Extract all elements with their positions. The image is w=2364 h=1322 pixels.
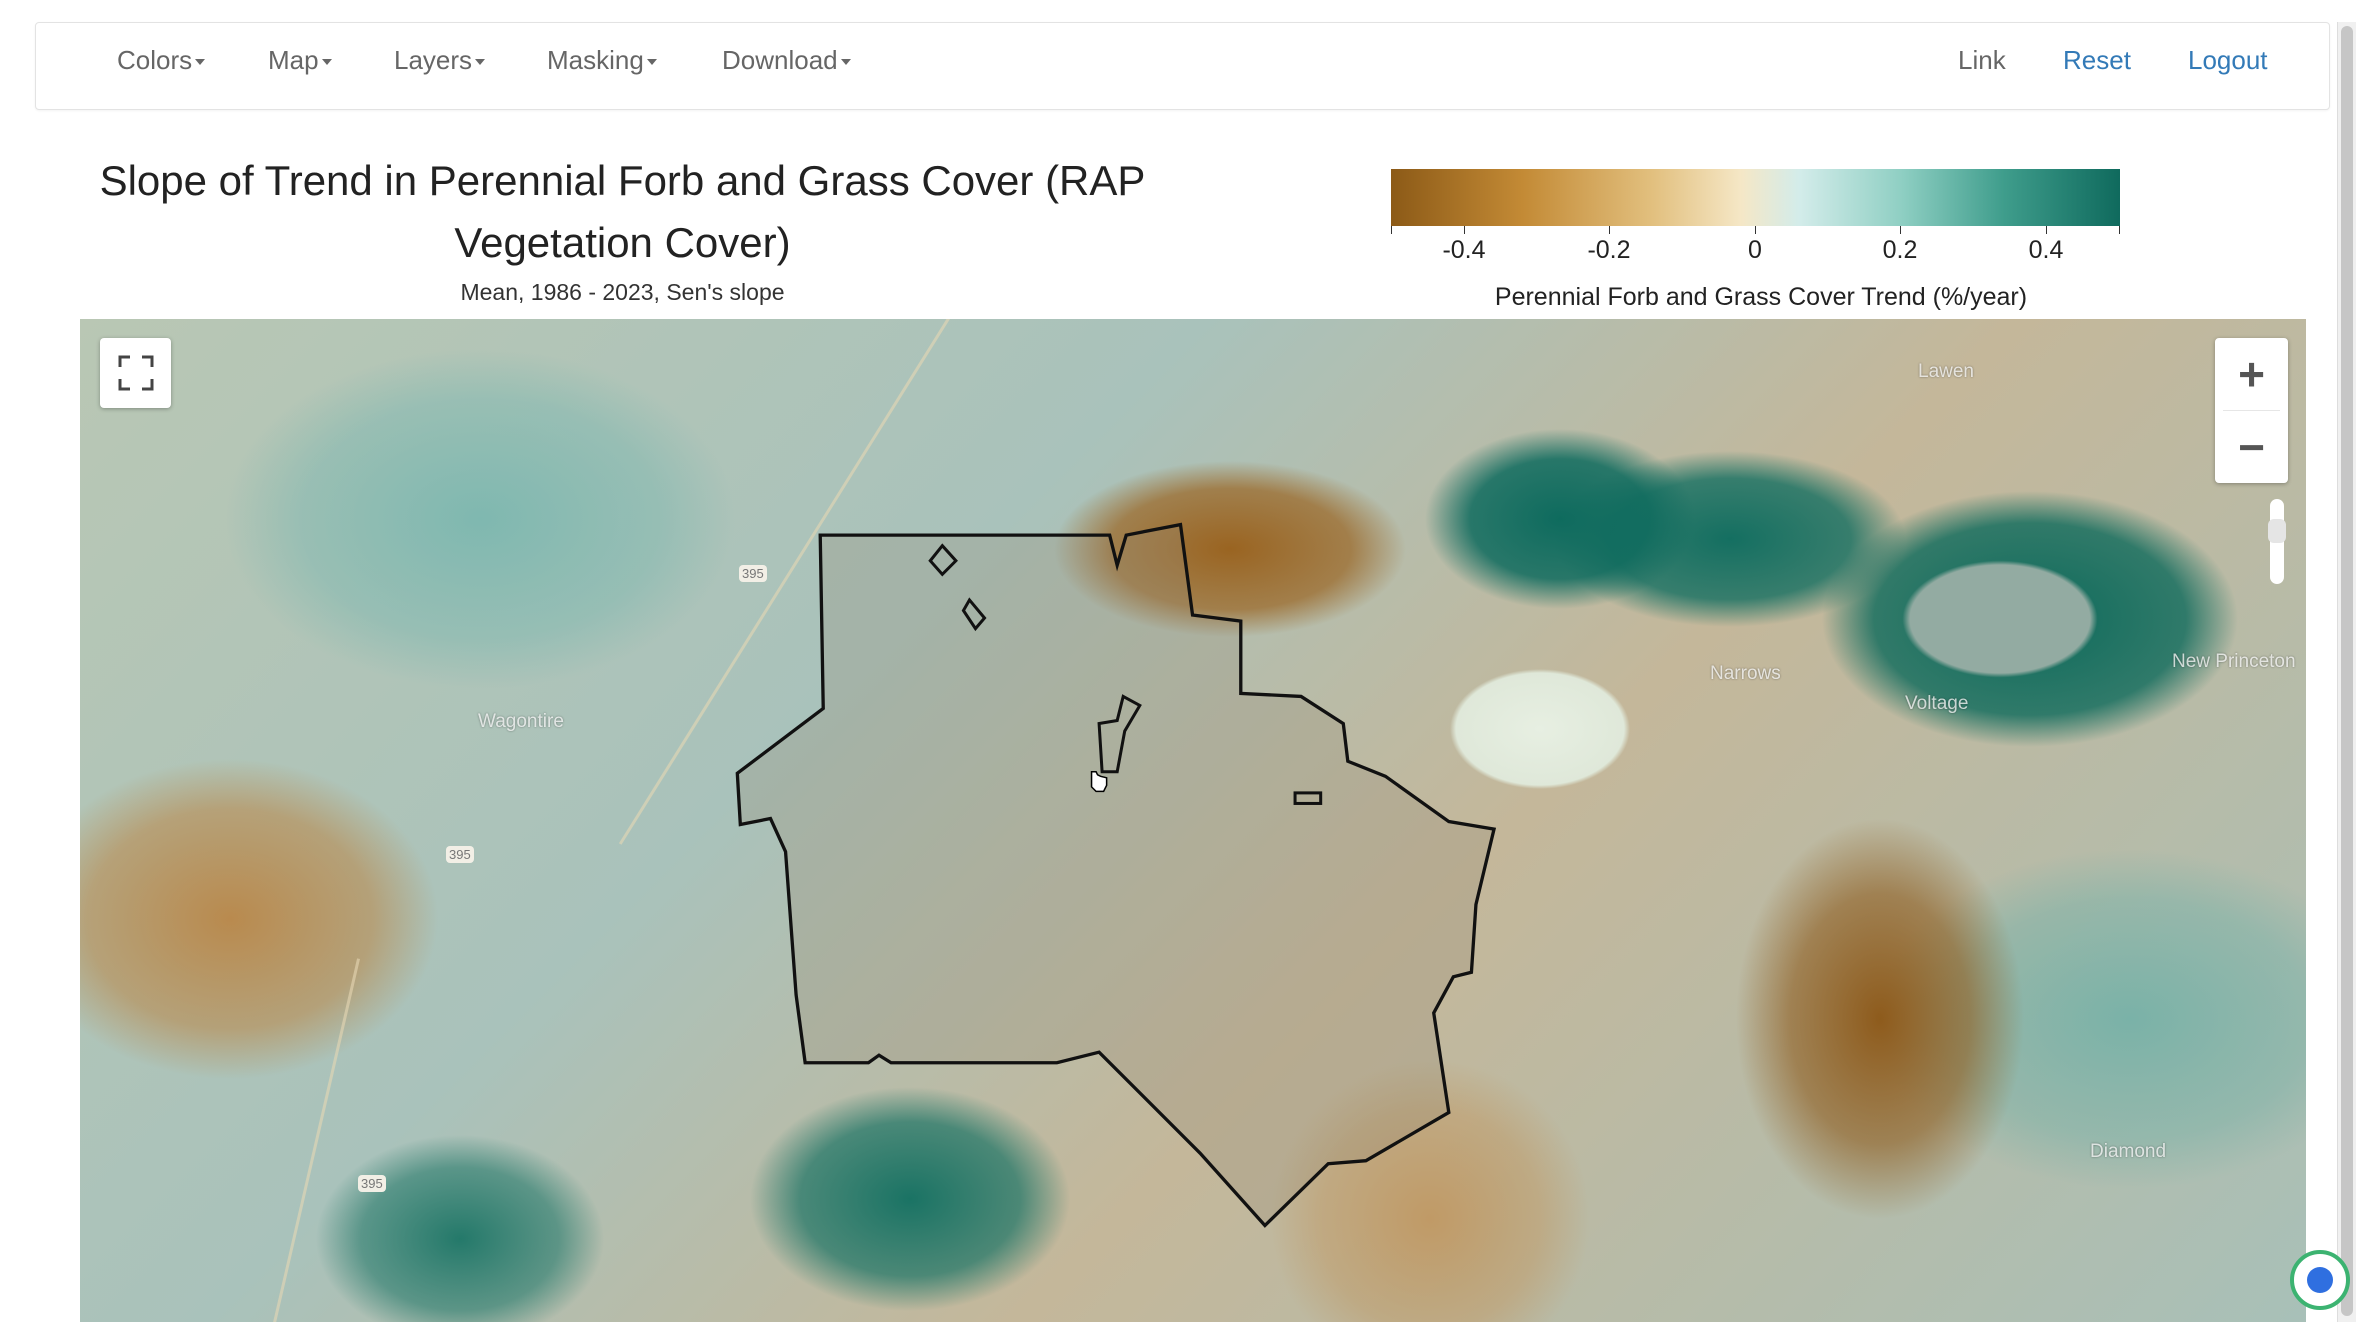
page-subtitle: Mean, 1986 - 2023, Sen's slope	[460, 279, 785, 305]
place-label-voltage: Voltage	[1905, 693, 1969, 714]
colorbar-tick	[1464, 226, 1465, 234]
zoom-out-button[interactable]: −	[2238, 421, 2265, 473]
opacity-slider[interactable]	[2268, 499, 2286, 584]
zoom-control: + −	[2215, 338, 2288, 483]
caret-down-icon	[195, 59, 206, 66]
zoom-in-button[interactable]: +	[2238, 348, 2265, 400]
caret-down-icon	[646, 59, 657, 66]
colorbar-tick	[2119, 226, 2120, 234]
colorbar-tick	[1900, 226, 1901, 234]
colorbar-tick	[1391, 226, 1392, 234]
colorbar-tick-label: 0.4	[2028, 236, 2064, 264]
place-label-new-princeton: New Princeton	[2172, 651, 2296, 672]
caret-down-icon	[475, 59, 486, 66]
colorbar-label: Perennial Forb and Grass Cover Trend (%/…	[1494, 283, 2028, 311]
fullscreen-button[interactable]	[100, 338, 171, 408]
colorbar-tick	[2046, 226, 2047, 234]
title-line-2: Vegetation Cover)	[454, 219, 791, 266]
title-line-1: Slope of Trend in Perennial Forb and Gra…	[99, 157, 1146, 204]
colorbar-tick-label: 0	[1748, 236, 1762, 264]
menu-download-label: Download	[722, 45, 838, 75]
navbar: Colors Map Layers Masking Download Link …	[35, 22, 2330, 110]
logout-button[interactable]: Logout	[2188, 45, 2268, 75]
scrollbar-thumb[interactable]	[2341, 26, 2353, 1316]
widget-dot	[2307, 1267, 2333, 1293]
place-label-lawen: Lawen	[1918, 361, 1974, 382]
highway-shield: 395	[358, 1175, 386, 1192]
highway-shield: 395	[739, 565, 767, 582]
menu-layers[interactable]: Layers	[394, 45, 486, 76]
colorbar-tick-label: -0.4	[1442, 236, 1486, 264]
menu-map[interactable]: Map	[268, 45, 332, 76]
menu-colors[interactable]: Colors	[117, 45, 206, 76]
road	[618, 319, 950, 845]
colorbar-tick	[1609, 226, 1610, 234]
fullscreen-icon	[118, 355, 153, 391]
menu-colors-label: Colors	[117, 45, 193, 75]
menu-masking[interactable]: Masking	[547, 45, 657, 76]
caret-down-icon	[840, 59, 851, 66]
highway-shield: 395	[446, 846, 474, 863]
page-scrollbar[interactable]	[2337, 22, 2356, 1322]
reset-button[interactable]: Reset	[2063, 45, 2131, 75]
link-button[interactable]: Link	[1958, 45, 2006, 75]
colorbar-tick-label: 0.2	[1882, 236, 1918, 264]
colorbar	[1391, 169, 2120, 226]
divider	[2223, 410, 2280, 411]
colorbar-tick-label: -0.2	[1587, 236, 1631, 264]
menu-layers-label: Layers	[394, 45, 473, 75]
page-title: Slope of Trend in Perennial Forb and Gra…	[40, 150, 1205, 274]
menu-masking-label: Masking	[547, 45, 644, 75]
slider-handle[interactable]	[2268, 519, 2286, 543]
menu-download[interactable]: Download	[722, 45, 851, 76]
place-label-wagontire: Wagontire	[478, 711, 564, 732]
place-label-diamond: Diamond	[2090, 1141, 2167, 1162]
menu-map-label: Map	[268, 45, 319, 75]
recording-widget-icon[interactable]	[2290, 1250, 2350, 1310]
colorbar-tick	[1755, 226, 1756, 234]
place-label-narrows: Narrows	[1710, 663, 1781, 684]
road	[262, 958, 360, 1322]
map-canvas[interactable]: Wagontire Lawen Narrows Voltage New Prin…	[80, 319, 2306, 1322]
caret-down-icon	[321, 59, 332, 66]
